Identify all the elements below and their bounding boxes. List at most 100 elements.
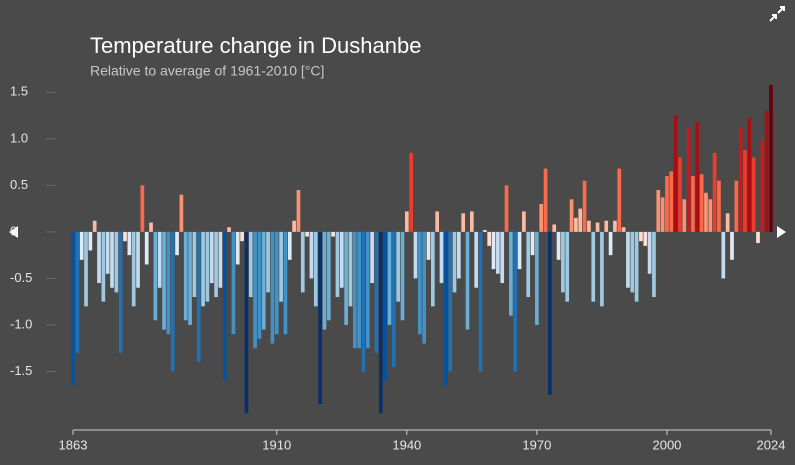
bar — [725, 213, 730, 232]
bar — [721, 231, 726, 279]
bar — [712, 152, 717, 232]
bar — [370, 231, 374, 284]
bar — [257, 231, 262, 339]
bar — [149, 222, 153, 232]
bar — [413, 231, 418, 279]
bar — [409, 152, 414, 232]
bar — [326, 231, 331, 321]
bar — [444, 231, 448, 386]
bar — [287, 231, 292, 260]
bar — [474, 231, 479, 288]
bar — [509, 231, 513, 316]
bar — [743, 150, 747, 232]
bar — [123, 231, 127, 242]
bar — [396, 231, 400, 302]
bar — [361, 231, 366, 372]
bar — [422, 231, 427, 344]
bar — [621, 227, 626, 232]
bar — [261, 231, 266, 330]
bar — [660, 197, 665, 232]
bar — [179, 194, 184, 232]
bar — [517, 231, 522, 270]
bar — [404, 211, 409, 232]
left-arrow[interactable] — [9, 226, 18, 238]
bar — [478, 231, 483, 372]
bar — [526, 231, 531, 298]
bar — [209, 231, 214, 284]
bar — [374, 231, 379, 353]
bar — [131, 231, 136, 307]
bar — [500, 231, 505, 284]
bar — [470, 211, 474, 232]
bar — [383, 231, 387, 381]
bar — [309, 231, 314, 279]
bar — [162, 231, 166, 330]
bar — [600, 231, 604, 307]
bar — [322, 231, 327, 330]
bar — [704, 192, 708, 232]
bar — [673, 115, 678, 232]
bar — [756, 231, 760, 244]
x-tick-label: 1863 — [59, 437, 88, 452]
bar — [205, 231, 210, 302]
bar — [574, 217, 578, 232]
x-tick-label: 2024 — [757, 437, 786, 452]
y-tick-label: 0 — [10, 223, 17, 238]
bar — [292, 220, 296, 232]
bar — [270, 231, 275, 344]
bar — [608, 231, 613, 256]
bar — [734, 180, 739, 232]
bar — [595, 222, 600, 232]
bar — [175, 231, 179, 256]
bar — [682, 199, 687, 232]
bar — [166, 231, 171, 335]
bar — [747, 118, 752, 232]
bar — [669, 171, 674, 232]
bar — [730, 231, 734, 260]
bar — [461, 213, 466, 232]
bar — [253, 231, 257, 349]
bar — [153, 231, 158, 321]
bar — [218, 231, 223, 288]
bar — [496, 231, 500, 274]
right-arrow[interactable] — [777, 226, 786, 238]
bar — [88, 231, 93, 251]
bar — [84, 231, 88, 307]
bar — [543, 168, 548, 232]
bar — [699, 174, 704, 232]
bar — [339, 231, 344, 288]
bar — [430, 231, 435, 307]
bar — [118, 231, 123, 353]
x-tick-label: 1910 — [262, 437, 291, 452]
y-tick-label: 1.0 — [10, 130, 28, 145]
bar — [283, 231, 288, 335]
bar — [335, 231, 340, 298]
bar — [231, 231, 236, 335]
bar — [214, 231, 218, 298]
bar — [539, 203, 544, 232]
bar — [630, 231, 635, 293]
bar — [695, 122, 700, 232]
bar — [266, 231, 270, 293]
bar — [656, 190, 661, 232]
bar — [240, 231, 244, 242]
bar — [105, 231, 110, 274]
bar — [357, 231, 361, 349]
bar — [487, 231, 492, 246]
bar — [435, 211, 440, 232]
expand-icon[interactable] — [769, 6, 785, 22]
bar — [235, 231, 240, 265]
bar — [548, 231, 552, 395]
bar — [530, 231, 535, 256]
bar — [708, 199, 713, 232]
bar — [75, 231, 80, 353]
bar — [97, 231, 101, 284]
bar — [344, 231, 348, 325]
bar — [617, 168, 622, 232]
bar — [296, 190, 301, 232]
y-tick-label: 1.5 — [10, 84, 28, 99]
bar — [244, 231, 249, 414]
bar — [738, 127, 743, 232]
chart-subtitle: Relative to average of 1961-2010 [°C] — [90, 63, 324, 79]
